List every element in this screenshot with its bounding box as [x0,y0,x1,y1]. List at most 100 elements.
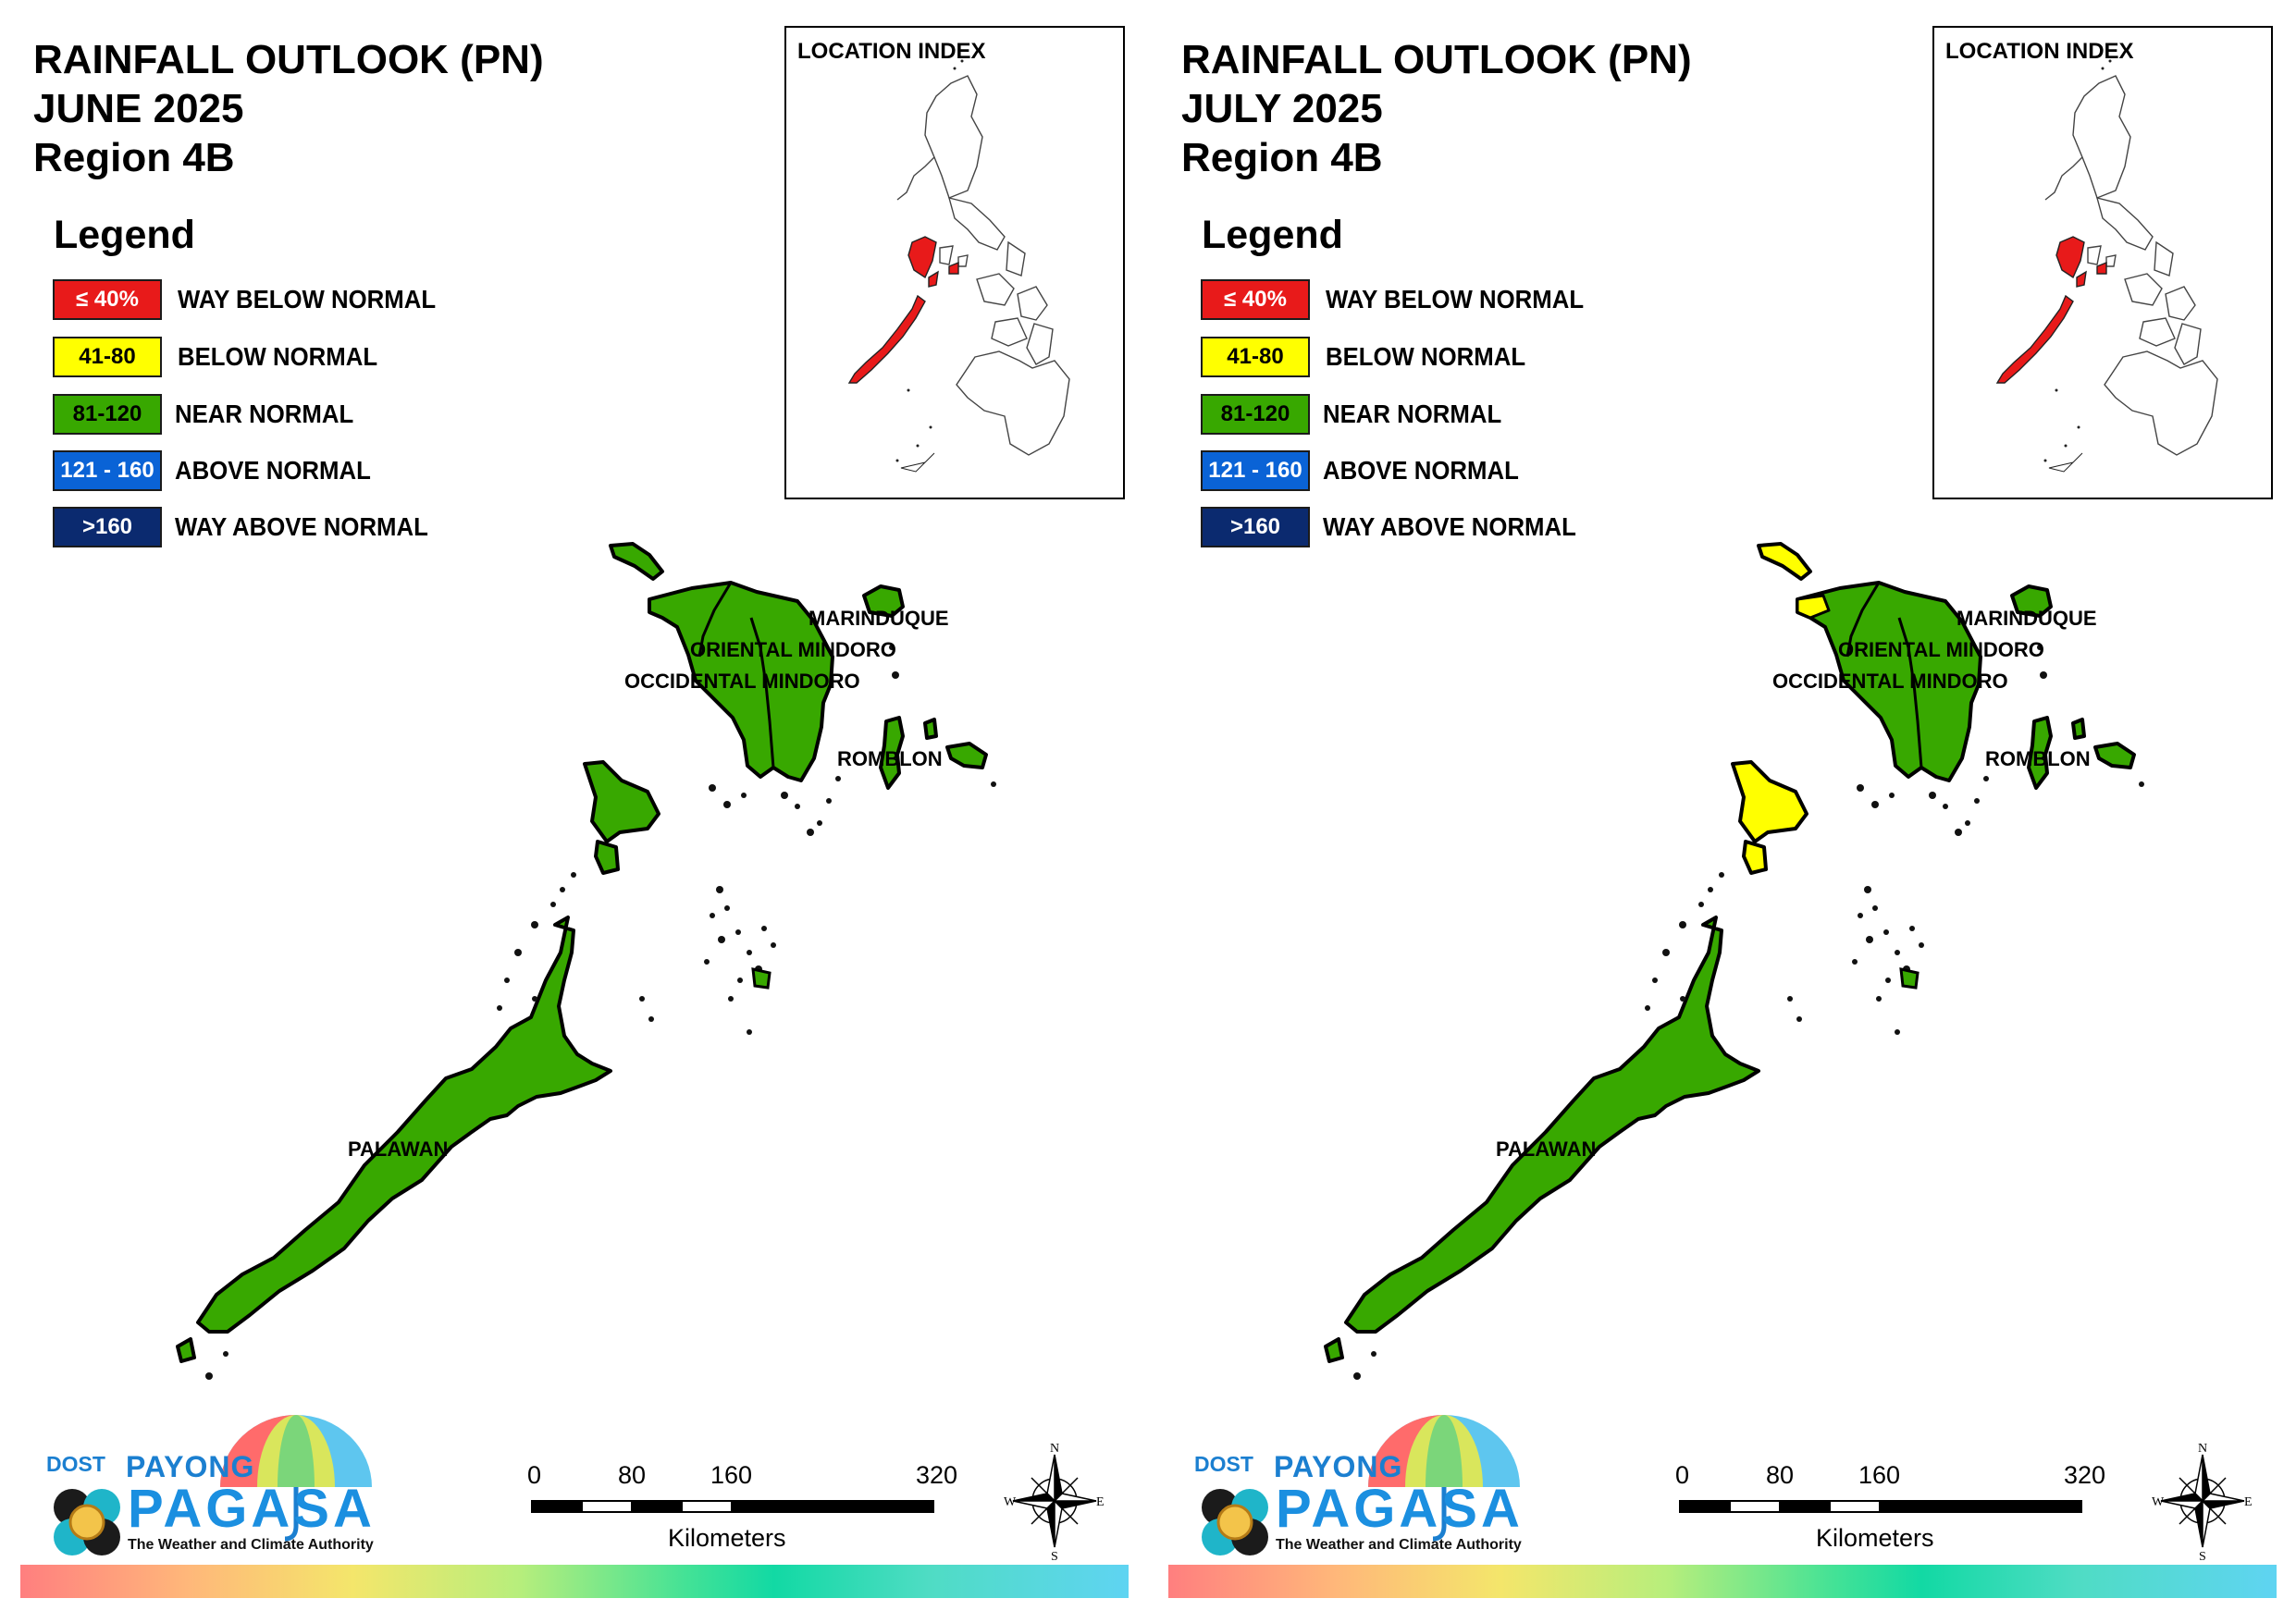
province-label-romblon: ROMBLON [1985,747,2091,770]
map-title: RAINFALL OUTLOOK (PN) JUNE 2025 Region 4… [33,35,544,182]
philippines-outline-map [847,59,1070,473]
lubang-island [609,542,664,581]
scale-bar: 0 80 160 320 Kilometers [1675,1461,2105,1563]
location-index-inset: LOCATION INDEX [784,26,1125,499]
compass-s: S [2199,1550,2206,1561]
scale-segment [1779,1500,1831,1513]
outlook-panel-july: RAINFALL OUTLOOK (PN) JULY 2025 Region 4… [1148,0,2296,1623]
marinduque-island [2010,584,2053,618]
romblon-romblon [2071,718,2086,740]
legend-swatch: >160 [53,507,162,547]
north-arrow-compass: N S W E [2152,1441,2253,1564]
busuanga-island [1731,760,1808,843]
logo-tagline: The Weather and Climate Authority [128,1537,374,1553]
legend-swatch: ≤ 40% [53,279,162,320]
province-label-occidental-mindoro: OCCIDENTAL MINDORO [624,670,860,693]
legend-swatch: 121 - 160 [1201,450,1310,491]
compass-s: S [1051,1550,1058,1561]
philippines-outline-map [1995,59,2218,473]
scale-bar: 0 80 160 320 Kilometers [527,1461,957,1563]
legend-title: Legend [1202,213,1343,257]
busuanga-island [583,760,660,843]
map-title: RAINFALL OUTLOOK (PN) JULY 2025 Region 4… [1181,35,1692,182]
province-label-marinduque: MARINDUQUE [809,607,949,630]
color-strip [1168,1565,2277,1598]
legend-label: BELOW NORMAL [178,342,378,371]
scale-tick-0: 0 [527,1461,542,1489]
logo-tagline: The Weather and Climate Authority [1276,1537,1522,1553]
legend-label: ABOVE NORMAL [1323,456,1519,485]
balabac-island [1324,1337,1344,1363]
legend-swatch: 41-80 [53,337,162,377]
scale-segment [631,1500,683,1513]
umbrella-logo-icon [54,1415,372,1555]
inset-title: LOCATION INDEX [797,39,986,64]
scale-tick-0: 0 [1675,1461,1690,1489]
province-label-palawan: PALAWAN [348,1137,449,1161]
marinduque-island [862,584,905,618]
legend-label: BELOW NORMAL [1326,342,1526,371]
legend-label: WAY BELOW NORMAL [178,285,437,314]
title-line-1: RAINFALL OUTLOOK (PN) [33,37,544,82]
romblon-sibuyan [2093,742,2136,769]
romblon-sibuyan [945,742,988,769]
north-arrow-compass: N S W E [1004,1441,1105,1564]
scale-segment [531,1500,583,1513]
legend-swatch: 81-120 [1201,394,1310,435]
logo-dost-text: DOST [1194,1452,1253,1476]
compass-w: W [1004,1495,1017,1509]
location-index-inset: LOCATION INDEX [1932,26,2273,499]
compass-e: E [2244,1495,2253,1509]
province-label-palawan: PALAWAN [1496,1137,1597,1161]
region-4b-map [1324,542,2144,1380]
scale-segment [731,1500,934,1513]
legend-swatch: 41-80 [1201,337,1310,377]
province-label-oriental-mindoro: ORIENTAL MINDORO [1838,638,2044,661]
legend-swatch: 121 - 160 [53,450,162,491]
region-4b-map [176,542,996,1380]
scale-segment [581,1500,633,1513]
culion-island [594,840,620,875]
legend-swatch: >160 [1201,507,1310,547]
title-line-2: JULY 2025 [1181,86,1383,131]
logo-payong-text: PAYONG [1274,1450,1403,1483]
scale-unit-label: Kilometers [668,1524,786,1552]
inset-title: LOCATION INDEX [1945,39,2134,64]
romblon-tablas [879,716,905,790]
compass-rose-icon: N S W E [2152,1442,2253,1564]
mindoro-northwest-yellow [1796,594,1831,620]
scale-segment [681,1500,733,1513]
legend-label: WAY ABOVE NORMAL [175,512,428,541]
scale-tick-320: 320 [2064,1461,2106,1489]
legend-label: WAY BELOW NORMAL [1326,285,1585,314]
scale-tick-80: 80 [618,1461,647,1489]
title-line-2: JUNE 2025 [33,86,244,131]
payong-pagasa-logo: DOST PAYONG PAGASA The Weather and Clima… [35,1387,396,1572]
outlook-panel-june: RAINFALL OUTLOOK (PN) JUNE 2025 Region 4… [20,26,1129,1598]
legend-label: NEAR NORMAL [175,400,354,428]
compass-e: E [1096,1495,1105,1509]
palawan-island [196,916,612,1334]
scale-segment [1829,1500,1881,1513]
romblon-tablas [2027,716,2053,790]
legend-label: WAY ABOVE NORMAL [1323,512,1576,541]
province-label-marinduque: MARINDUQUE [1957,607,2097,630]
umbrella-logo-icon [1202,1415,1520,1555]
scale-segment [1879,1500,2082,1513]
legend-label: NEAR NORMAL [1323,400,1502,428]
scale-tick-320: 320 [916,1461,958,1489]
compass-rose-icon: N S W E [1004,1442,1105,1564]
compass-n: N [2198,1442,2207,1456]
title-line-3: Region 4B [1181,135,1383,180]
scale-segment [1679,1500,1731,1513]
romblon-romblon [923,718,938,740]
scale-tick-80: 80 [1766,1461,1795,1489]
province-label-occidental-mindoro: OCCIDENTAL MINDORO [1772,670,2008,693]
scale-tick-160: 160 [710,1461,753,1489]
lubang-island [1757,542,1812,581]
title-line-3: Region 4B [33,135,235,180]
mindoro-island [648,581,834,782]
logo-payong-text: PAYONG [126,1450,255,1483]
compass-n: N [1050,1442,1059,1456]
province-label-romblon: ROMBLON [837,747,943,770]
